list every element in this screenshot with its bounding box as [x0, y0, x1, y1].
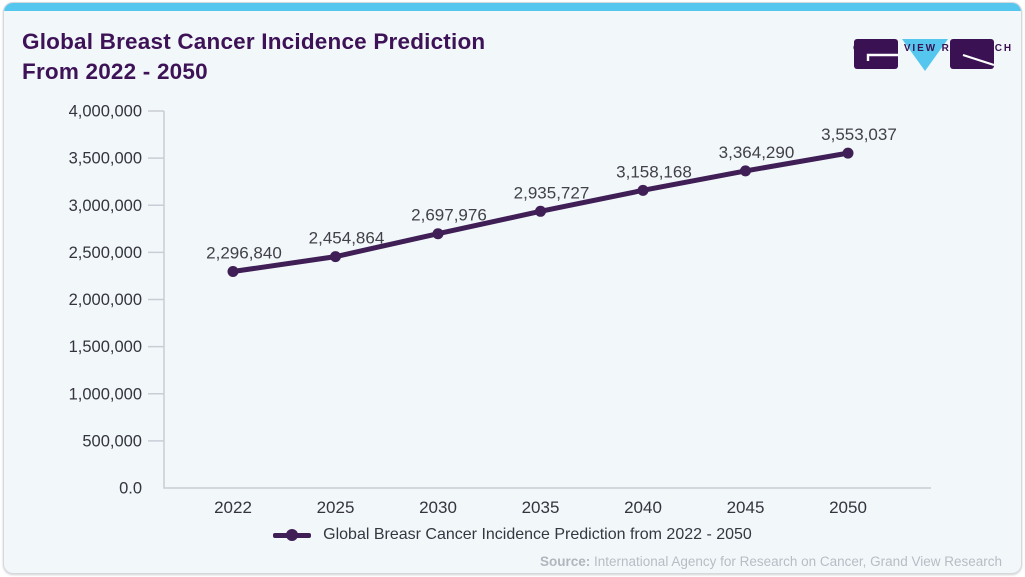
source-text: International Agency for Research on Can… [590, 554, 1002, 569]
page-title-line1: Global Breast Cancer Incidence Predictio… [22, 29, 486, 54]
data-point [330, 251, 341, 263]
source-note: Source: International Agency for Researc… [540, 554, 1002, 569]
x-axis-tick-label: 2022 [214, 498, 252, 517]
x-axis-tick-label: 2025 [317, 498, 355, 517]
logo-g-glyph [866, 53, 898, 61]
y-axis-tick-label: 1,500,000 [69, 338, 142, 356]
legend-line-marker [273, 529, 312, 541]
y-axis-tick-label: 1,000,000 [69, 385, 142, 403]
x-axis-tick-label: 2050 [829, 498, 867, 517]
data-point-label: 2,454,864 [309, 229, 385, 248]
page-title-line2: From 2022 - 2050 [22, 59, 208, 84]
y-axis-tick-label: 2,500,000 [69, 244, 142, 262]
logo-wordmark: GRAND VIEW RESEARCH [853, 43, 1013, 54]
x-axis-tick-label: 2040 [624, 498, 662, 517]
x-axis-tick-label: 2045 [727, 498, 765, 517]
y-axis-tick-label: 500,000 [82, 432, 142, 450]
source-prefix: Source: [540, 554, 591, 569]
data-point-label: 2,296,840 [206, 244, 282, 263]
incidence-line-chart: 0.0 500,000 1,000,000 1,500,000 2,000,000 2,5… [69, 103, 931, 517]
x-axis-tick-label: 2035 [522, 498, 560, 517]
x-axis-tick-label: 2030 [419, 498, 457, 517]
y-axis-tick-label: 3,000,000 [69, 197, 142, 215]
data-point [637, 184, 649, 196]
data-point-label: 2,697,976 [411, 206, 487, 225]
data-point [535, 205, 546, 217]
data-point-label: 3,553,037 [821, 125, 897, 144]
data-point [432, 228, 444, 240]
chart-card: Global Breast Cancer Incidence Predictio… [3, 2, 1022, 574]
legend-label: Global Breasr Cancer Incidence Predictio… [323, 526, 752, 543]
data-point [842, 147, 854, 159]
y-axis-tick-label: 4,000,000 [69, 103, 142, 121]
logo-r-glyph [962, 53, 995, 67]
y-axis-tick-label: 0.0 [119, 480, 142, 498]
gvr-logo [854, 39, 995, 71]
y-axis-tick-label: 2,000,000 [69, 291, 142, 309]
y-axis-tick-label: 3,500,000 [69, 150, 142, 168]
page-title: Global Breast Cancer Incidence Predictio… [22, 27, 485, 87]
accent-bar [4, 3, 1021, 11]
axis-line [163, 111, 931, 489]
data-point-label: 2,935,727 [514, 183, 590, 202]
logo-v-triangle [902, 39, 948, 71]
data-point [740, 165, 751, 177]
data-point [227, 266, 239, 278]
legend: Global Breasr Cancer Incidence Predictio… [4, 526, 1021, 544]
data-point-label: 3,158,168 [616, 162, 692, 181]
legend-dot-icon [286, 529, 299, 541]
data-point-label: 3,364,290 [719, 143, 795, 162]
